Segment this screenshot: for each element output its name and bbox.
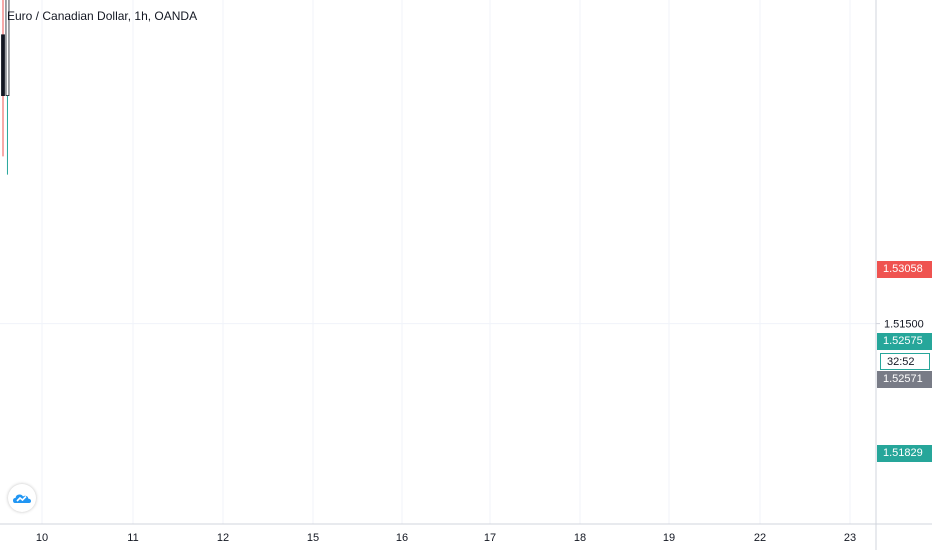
candles-group bbox=[1, 0, 10, 175]
tradingview-logo[interactable] bbox=[8, 484, 36, 512]
price-axis[interactable]: 1.515001.520001.525001.530001.535001.540… bbox=[876, 0, 924, 331]
candle-body bbox=[1, 34, 5, 96]
countdown-tag: 32:52 bbox=[880, 353, 930, 370]
time-axis[interactable]: 10 11 12 15 16 17 18 19 22 23 bbox=[36, 532, 856, 544]
price-tick-label: 1.51500 bbox=[884, 319, 924, 331]
time-tick-label: 15 bbox=[307, 532, 319, 544]
time-tick-label: 16 bbox=[396, 532, 408, 544]
time-tick-label: 10 bbox=[36, 532, 48, 544]
chart-title: Euro / Canadian Dollar, 1h, OANDA bbox=[7, 9, 198, 23]
time-tick-label: 12 bbox=[217, 532, 229, 544]
cloud-icon bbox=[13, 494, 31, 503]
time-tick-label: 18 bbox=[574, 532, 586, 544]
time-tick-label: 19 bbox=[663, 532, 675, 544]
time-tick-label: 22 bbox=[754, 532, 766, 544]
time-tick-label: 11 bbox=[127, 532, 138, 544]
time-tick-label: 17 bbox=[484, 532, 496, 544]
take-profit-price-tag: 1.51829 bbox=[877, 445, 932, 462]
stop-loss-price-tag: 1.53058 bbox=[877, 261, 932, 278]
candle-body bbox=[5, 0, 10, 96]
current-price-tag: 1.52575 bbox=[877, 333, 932, 350]
chart-grid bbox=[0, 0, 876, 524]
time-tick-label: 23 bbox=[844, 532, 856, 544]
entry-price-tag: 1.52571 bbox=[877, 371, 932, 388]
